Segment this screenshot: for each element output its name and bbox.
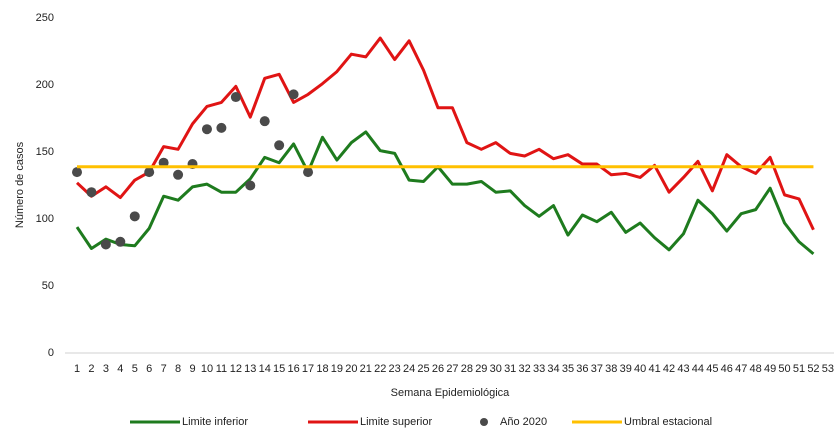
- x-tick-label: 25: [417, 363, 429, 375]
- point: [129, 211, 140, 222]
- series-line: [75, 36, 815, 231]
- x-tick-label: 4: [117, 363, 123, 375]
- x-tick-label: 10: [201, 363, 213, 375]
- x-tick-label: 38: [605, 363, 617, 375]
- x-tick-label: 24: [403, 363, 415, 375]
- x-tick-label: 41: [648, 363, 660, 375]
- x-tick-label: 30: [490, 363, 502, 375]
- point: [158, 157, 169, 168]
- x-tick-label: 34: [547, 363, 559, 375]
- x-tick-label: 13: [244, 363, 256, 375]
- x-tick-label: 32: [519, 363, 531, 375]
- legend-label: Año 2020: [500, 416, 547, 428]
- point: [274, 140, 285, 151]
- point: [259, 116, 270, 127]
- x-tick-label: 2: [88, 363, 94, 375]
- legend-label: Limite superior: [360, 416, 432, 428]
- series-line: [75, 130, 815, 255]
- x-tick-label: 27: [446, 363, 458, 375]
- y-tick-label: 250: [36, 12, 54, 24]
- x-tick-label: 29: [475, 363, 487, 375]
- x-tick-label: 20: [345, 363, 357, 375]
- x-tick-label: 22: [374, 363, 386, 375]
- x-tick-label: 35: [562, 363, 574, 375]
- point: [144, 167, 155, 178]
- x-tick-label: 53: [822, 363, 834, 375]
- x-tick-label: 15: [273, 363, 285, 375]
- x-tick-label: 46: [721, 363, 733, 375]
- point: [288, 89, 299, 100]
- x-tick-label: 33: [533, 363, 545, 375]
- x-tick-label: 12: [230, 363, 242, 375]
- x-tick-label: 44: [692, 363, 704, 375]
- point: [303, 167, 314, 178]
- x-tick-label: 9: [189, 363, 195, 375]
- x-tick-label: 7: [161, 363, 167, 375]
- x-tick-label: 31: [504, 363, 516, 375]
- y-tick-label: 50: [42, 280, 54, 292]
- x-tick-label: 19: [331, 363, 343, 375]
- x-tick-label: 17: [302, 363, 314, 375]
- y-tick-label: 0: [48, 347, 54, 359]
- x-tick-label: 14: [259, 363, 271, 375]
- point: [115, 236, 126, 247]
- point: [100, 239, 111, 250]
- x-tick-label: 45: [706, 363, 718, 375]
- x-tick-label: 23: [389, 363, 401, 375]
- legend-marker: [480, 418, 488, 426]
- x-tick-label: 36: [576, 363, 588, 375]
- x-tick-label: 26: [432, 363, 444, 375]
- x-tick-label: 50: [778, 363, 790, 375]
- x-tick-label: 18: [316, 363, 328, 375]
- x-tick-label: 43: [677, 363, 689, 375]
- point: [86, 187, 97, 198]
- x-tick-label: 8: [175, 363, 181, 375]
- point: [173, 169, 184, 180]
- x-tick-label: 47: [735, 363, 747, 375]
- point: [216, 122, 227, 133]
- x-tick-label: 3: [103, 363, 109, 375]
- x-tick-label: 48: [750, 363, 762, 375]
- x-tick-label: 16: [287, 363, 299, 375]
- x-tick-label: 39: [620, 363, 632, 375]
- y-tick-label: 200: [36, 79, 54, 91]
- x-tick-label: 52: [807, 363, 819, 375]
- point: [230, 92, 241, 103]
- y-tick-label: 100: [36, 213, 54, 225]
- point: [245, 180, 256, 191]
- y-tick-label: 150: [36, 146, 54, 158]
- legend-label: Limite inferior: [182, 416, 248, 428]
- x-axis-title: Semana Epidemiológica: [391, 387, 511, 399]
- x-tick-label: 11: [216, 363, 227, 375]
- point: [201, 124, 212, 135]
- point: [72, 167, 82, 178]
- x-tick-label: 21: [360, 363, 372, 375]
- x-tick-label: 49: [764, 363, 776, 375]
- x-tick-label: 40: [634, 363, 646, 375]
- x-tick-label: 37: [591, 363, 603, 375]
- y-axis-title: Número de casos: [14, 141, 26, 228]
- x-tick-label: 51: [793, 363, 805, 375]
- x-tick-label: 28: [461, 363, 473, 375]
- x-tick-label: 6: [146, 363, 152, 375]
- legend-label: Umbral estacional: [624, 416, 712, 428]
- x-tick-label: 5: [132, 363, 138, 375]
- x-tick-label: 1: [74, 363, 80, 375]
- x-tick-label: 42: [663, 363, 675, 375]
